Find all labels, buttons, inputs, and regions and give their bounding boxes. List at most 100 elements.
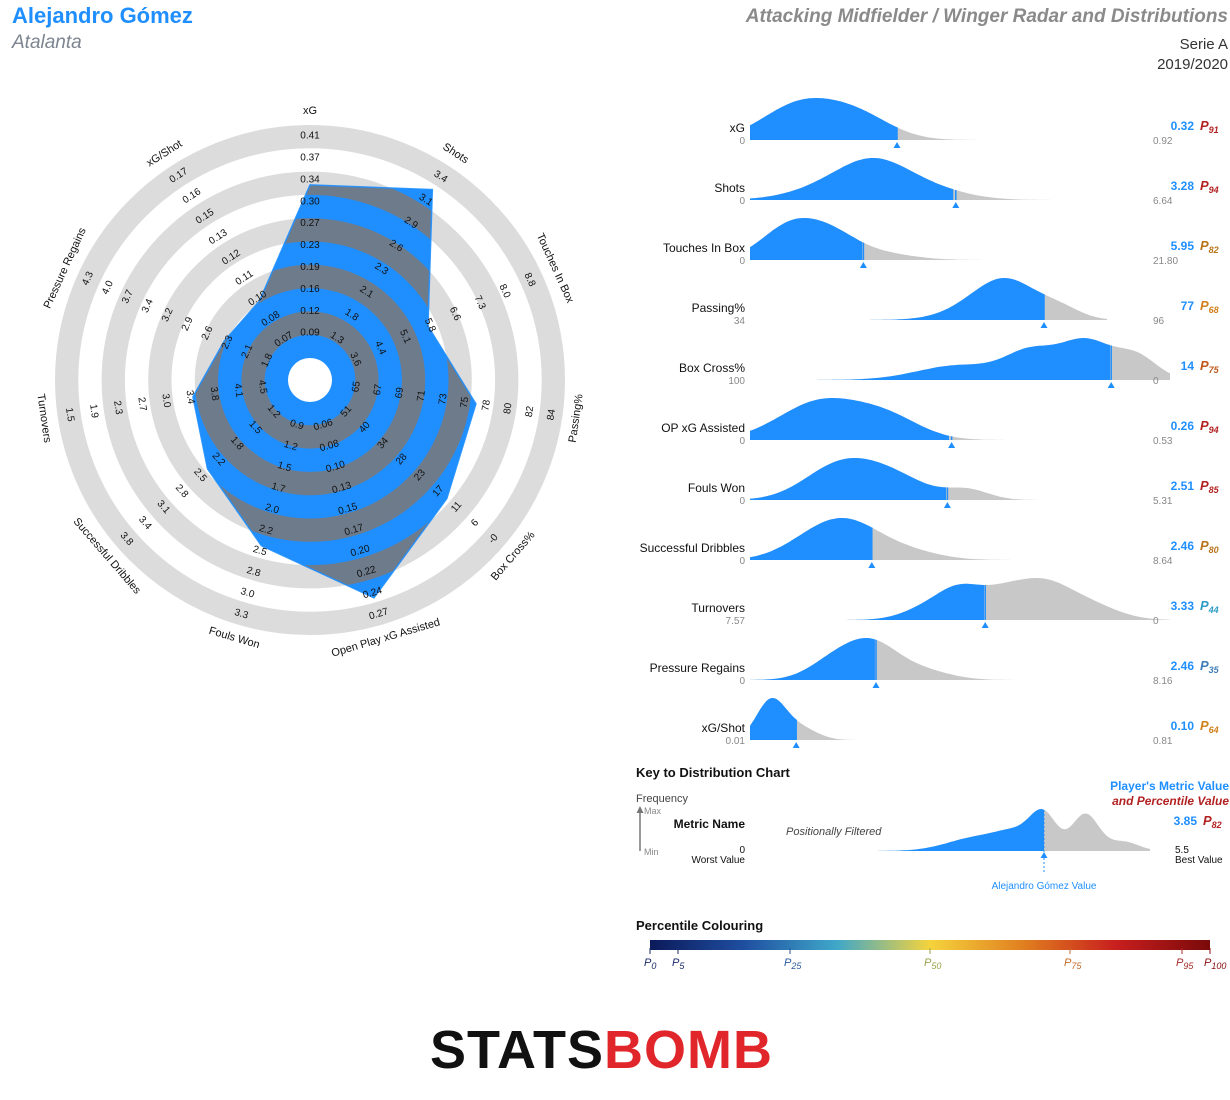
radar-tick-label: 0.19	[300, 262, 320, 273]
radar-tick-label: 8.8	[522, 271, 538, 289]
key-example-percentile: P82	[1203, 813, 1222, 830]
radar-tick-label: 6	[469, 517, 481, 529]
radar-tick-label: 0.17	[343, 522, 365, 538]
distribution-worst-value: 0	[739, 436, 745, 447]
radar-tick-label: 2.2	[258, 523, 275, 538]
distribution-player-area	[750, 458, 946, 500]
radar-tick-label: 0.37	[300, 152, 320, 163]
distribution-percentile: P35	[1200, 658, 1220, 675]
radar-axis-label: Shots	[440, 141, 471, 167]
distribution-worst-value: 0	[739, 136, 745, 147]
radar-tick-label: 0.15	[337, 501, 359, 517]
radar-tick-label: 3.2	[160, 306, 176, 324]
distribution-worst-value: 0	[739, 556, 745, 567]
radar-tick-label: 78	[480, 399, 493, 412]
radar-tick-label: 4.0	[100, 279, 116, 297]
key-value-marker	[1040, 852, 1048, 858]
radar-center	[288, 358, 332, 402]
radar-tick-label: 0.24	[362, 585, 384, 601]
radar-axis-label: xG	[303, 105, 317, 117]
percentile-tick-label: P100	[1204, 957, 1226, 971]
distribution-best-value: 0.92	[1153, 136, 1173, 147]
radar-tick-label: 1.9	[87, 403, 100, 419]
distribution-percentile: P75	[1200, 358, 1220, 375]
distribution-player-value: 0.10	[1171, 719, 1195, 733]
distribution-player-value: 3.33	[1171, 599, 1195, 613]
distribution-player-area	[750, 518, 872, 560]
radar-tick-label: 3.4	[140, 297, 156, 315]
distribution-percentile: P94	[1200, 178, 1219, 195]
percentile-tick-label: P75	[1064, 957, 1082, 971]
distribution-percentile: P85	[1200, 478, 1220, 495]
radar-tick-label: 5.8	[422, 317, 438, 335]
distribution-metric-label: Pressure Regains	[650, 661, 745, 675]
radar-tick-label: 1.5	[63, 407, 76, 423]
radar-tick-label: 2.5	[251, 544, 268, 559]
distribution-worst-value: 7.57	[726, 616, 746, 627]
distribution-metric-label: Box Cross%	[679, 361, 745, 375]
percentile-title: Percentile Colouring	[636, 918, 763, 933]
radar-tick-label: 82	[524, 405, 537, 418]
radar-tick-label: 80	[502, 402, 515, 415]
player-name: Alejandro Gómez	[12, 3, 193, 28]
distribution-value-marker	[859, 262, 867, 268]
distribution-row: xG0 0.92 0.32 P91	[730, 98, 1219, 148]
distribution-value-marker	[872, 682, 880, 688]
percentile-tick-label: P95	[1176, 957, 1194, 971]
league-label: Serie A	[1179, 36, 1228, 53]
distribution-player-value: 2.46	[1171, 539, 1195, 553]
distribution-best-value: 21.80	[1153, 256, 1178, 267]
distribution-player-value: 3.28	[1171, 179, 1195, 193]
distribution-value-marker	[943, 502, 951, 508]
percentile-tick-label: P0	[644, 957, 656, 971]
radar-ring-band	[54, 124, 566, 636]
radar-tick-label: 0.06	[312, 417, 334, 433]
radar-tick-label: 69	[394, 386, 407, 399]
percentile-tick-label: P50	[924, 957, 941, 971]
key-metric-name: Metric Name	[674, 817, 746, 831]
distribution-worst-value: 0	[739, 676, 745, 687]
distribution-percentile: P94	[1200, 418, 1219, 435]
key-best-number: 5.5	[1175, 845, 1189, 856]
distribution-best-value: 0	[1153, 376, 1159, 387]
radar-inner-ring	[194, 264, 426, 496]
radar-tick-label: 0.10	[325, 459, 347, 475]
radar-tick-label: 65	[350, 380, 363, 393]
radar-tick-label: 1.8	[260, 352, 276, 370]
logo-part-bomb: BOMB	[604, 1020, 773, 1080]
radar-tick-label: 3.8	[208, 386, 221, 402]
radar-tick-label: 2.3	[111, 400, 124, 416]
radar-tick-label: 0.23	[300, 240, 320, 251]
key-min-label: Min	[644, 847, 659, 857]
radar-tick-label: 4.4	[372, 339, 388, 357]
key-frequency-label: Frequency	[636, 793, 688, 805]
key-player-area	[789, 809, 1044, 851]
distribution-player-value: 5.95	[1171, 239, 1195, 253]
radar-tick-label: 2.9	[180, 315, 196, 333]
radar-tick-label: 8.0	[497, 283, 513, 301]
distribution-row: Box Cross%100 0 14 P75	[679, 338, 1220, 388]
radar-tick-label: 4.5	[256, 379, 269, 395]
distribution-worst-value: 34	[734, 316, 746, 327]
distribution-player-area	[750, 698, 797, 740]
radar-tick-label: 2.8	[245, 565, 262, 580]
radar-tick-label: 3.4	[136, 514, 154, 532]
distribution-worst-value: 100	[728, 376, 745, 387]
distribution-player-area	[750, 218, 863, 260]
percentile-tick-label: P5	[672, 957, 685, 971]
radar-tick-label: 75	[459, 396, 472, 409]
radar-tick-label: 2.7	[135, 397, 148, 413]
distribution-player-area	[750, 98, 897, 140]
distribution-value-marker	[952, 202, 960, 208]
distribution-value-marker	[981, 622, 989, 628]
radar-tick-label: 3.0	[239, 586, 256, 601]
radar-tick-label: 0.09	[300, 328, 320, 339]
radar-axis-label: Passing%	[567, 393, 586, 443]
season-label: 2019/2020	[1157, 56, 1228, 73]
radar-tick-label: 0.12	[300, 306, 320, 317]
